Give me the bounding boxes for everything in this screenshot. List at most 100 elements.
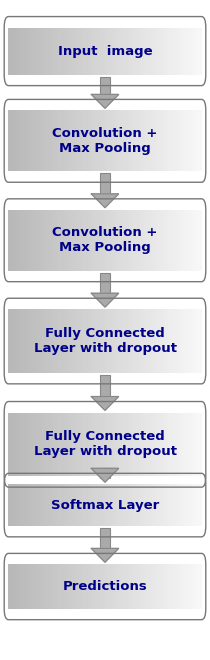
Bar (134, 412, 137, 476)
Bar (122, 110, 125, 171)
Bar (33, 310, 35, 373)
Bar (81, 210, 84, 271)
Bar (194, 110, 197, 171)
Bar (40, 412, 42, 476)
Bar (117, 28, 120, 75)
Bar (11, 484, 13, 526)
Bar (88, 28, 91, 75)
Bar (151, 310, 154, 373)
Bar (16, 310, 18, 373)
Bar (119, 564, 122, 609)
Bar (139, 484, 142, 526)
Bar (165, 110, 168, 171)
Bar (95, 110, 98, 171)
Bar (74, 412, 76, 476)
Bar (100, 412, 103, 476)
Bar (110, 210, 113, 271)
Bar (71, 412, 74, 476)
Bar (115, 412, 117, 476)
Bar (168, 484, 171, 526)
Bar (194, 484, 197, 526)
Bar (110, 564, 113, 609)
Bar (112, 484, 115, 526)
Bar (187, 28, 190, 75)
Bar (170, 310, 173, 373)
Bar (194, 564, 197, 609)
Bar (163, 28, 166, 75)
Bar (52, 484, 55, 526)
Bar (173, 210, 175, 271)
Bar (177, 484, 180, 526)
Bar (190, 28, 192, 75)
Bar (45, 310, 47, 373)
Bar (197, 28, 200, 75)
Bar (185, 484, 187, 526)
Bar (170, 28, 173, 75)
Bar (21, 210, 23, 271)
Bar (91, 412, 93, 476)
Bar (194, 310, 197, 373)
Bar (16, 210, 18, 271)
Bar (74, 28, 76, 75)
Bar (136, 110, 139, 171)
Bar (16, 564, 18, 609)
Bar (148, 484, 151, 526)
Bar (88, 310, 91, 373)
Bar (141, 110, 144, 171)
Bar (93, 210, 96, 271)
Bar (81, 28, 84, 75)
Bar (161, 412, 163, 476)
Bar (146, 210, 149, 271)
Bar (151, 412, 154, 476)
Bar (71, 28, 74, 75)
Bar (100, 528, 110, 548)
Bar (79, 564, 81, 609)
Bar (50, 484, 52, 526)
Bar (185, 564, 187, 609)
Bar (148, 210, 151, 271)
Bar (42, 110, 45, 171)
Bar (194, 28, 197, 75)
Bar (21, 484, 23, 526)
Bar (54, 110, 57, 171)
Bar (177, 564, 180, 609)
Bar (153, 310, 156, 373)
Bar (86, 210, 88, 271)
Bar (134, 310, 137, 373)
Bar (21, 412, 23, 476)
Bar (122, 484, 125, 526)
Bar (192, 484, 195, 526)
Bar (79, 110, 81, 171)
Bar (156, 412, 158, 476)
Bar (98, 412, 100, 476)
Text: Convolution +
Max Pooling: Convolution + Max Pooling (52, 127, 158, 155)
Bar (115, 310, 117, 373)
Bar (25, 110, 28, 171)
Bar (127, 210, 129, 271)
Text: Predictions: Predictions (63, 580, 147, 593)
Bar (11, 110, 13, 171)
Text: Input  image: Input image (58, 45, 152, 57)
Bar (110, 484, 113, 526)
Bar (131, 110, 134, 171)
Bar (98, 310, 100, 373)
Bar (18, 564, 21, 609)
Bar (185, 110, 187, 171)
Bar (66, 28, 69, 75)
Bar (139, 110, 142, 171)
Bar (199, 564, 202, 609)
Bar (163, 210, 166, 271)
Bar (69, 110, 71, 171)
Bar (50, 28, 52, 75)
Bar (112, 412, 115, 476)
Bar (40, 28, 42, 75)
Bar (136, 564, 139, 609)
Bar (115, 210, 117, 271)
Bar (119, 484, 122, 526)
Bar (83, 310, 86, 373)
Bar (199, 412, 202, 476)
Bar (76, 28, 79, 75)
Bar (74, 210, 76, 271)
Bar (13, 110, 16, 171)
Bar (47, 28, 50, 75)
